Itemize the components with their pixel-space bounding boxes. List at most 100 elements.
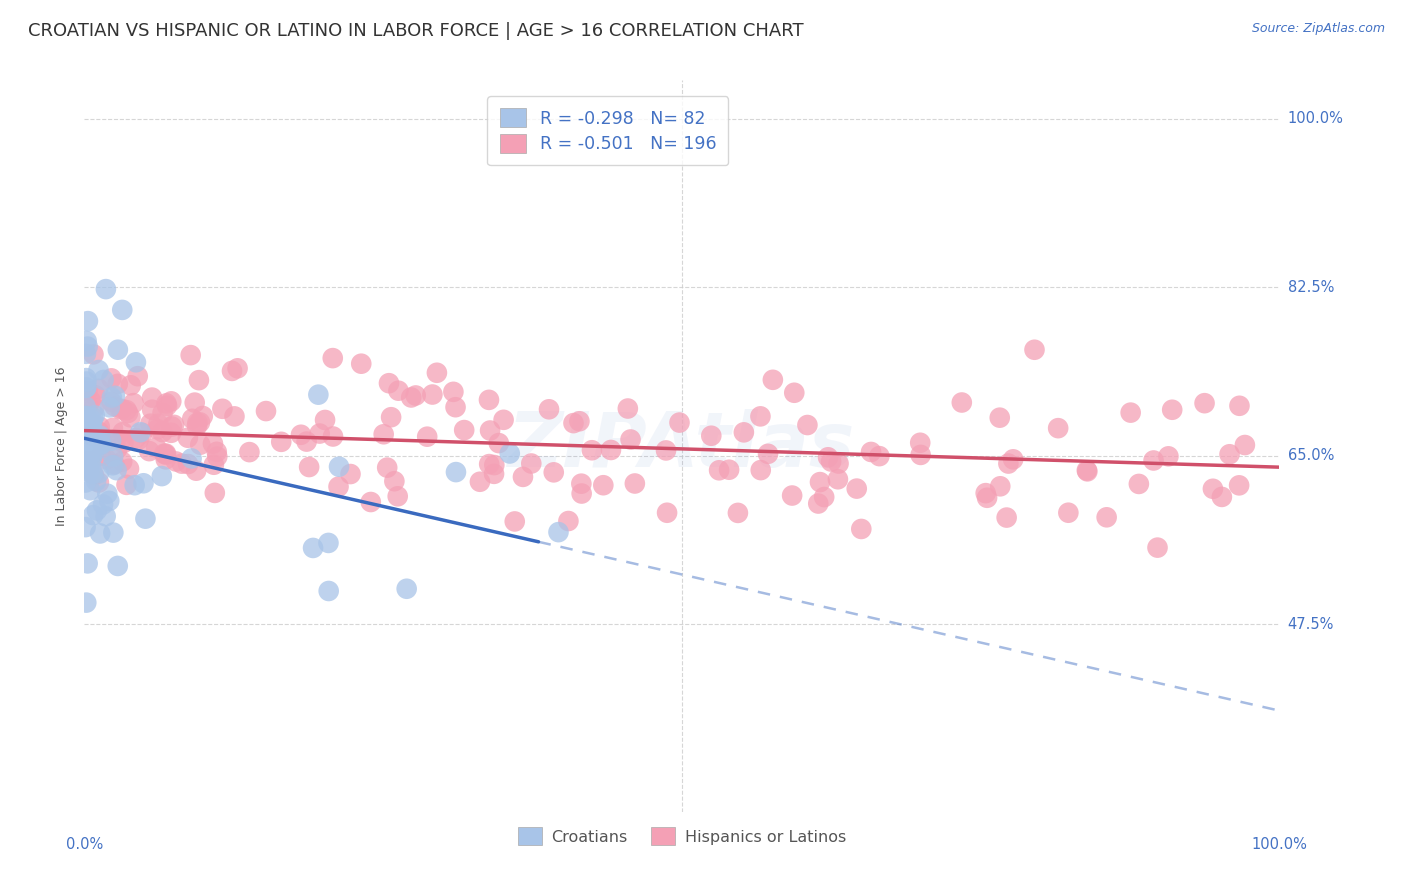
Point (75, 400, 97, 414)
Point (307, 387, 329, 401)
Point (478, 392, 501, 407)
Point (387, 489, 409, 503)
Point (976, 491, 998, 505)
Point (155, 448, 177, 462)
Point (163, 417, 186, 432)
Point (82, 445, 104, 459)
Point (170, 457, 193, 471)
Point (76, 454, 98, 468)
Point (80, 412, 103, 426)
Point (75, 453, 97, 467)
Point (75, 380, 97, 394)
Point (100, 434, 122, 448)
Point (134, 511, 156, 525)
Point (115, 478, 138, 492)
Point (488, 436, 510, 450)
Point (118, 462, 141, 476)
Point (101, 391, 124, 405)
Point (80, 417, 103, 431)
Point (405, 388, 427, 402)
Point (101, 450, 124, 464)
Point (600, 442, 623, 457)
Point (807, 496, 830, 510)
Point (181, 412, 204, 426)
Point (83, 409, 105, 423)
Point (111, 455, 134, 469)
Point (77, 314, 100, 328)
Point (75, 436, 97, 450)
Point (592, 478, 614, 492)
Point (478, 457, 501, 471)
Point (733, 425, 755, 440)
Point (302, 541, 325, 555)
Point (568, 414, 591, 428)
Point (479, 424, 502, 438)
Point (1057, 506, 1080, 520)
Point (84, 475, 107, 489)
Point (79, 393, 101, 408)
Point (780, 489, 803, 503)
Point (76, 413, 98, 427)
Point (87, 466, 110, 480)
Point (188, 415, 211, 429)
Point (87, 363, 110, 377)
Point (98, 494, 121, 508)
Point (75, 475, 97, 490)
Point (571, 486, 593, 500)
Point (139, 417, 162, 431)
Point (76, 557, 98, 571)
Y-axis label: In Labor Force | Age > 16: In Labor Force | Age > 16 (55, 367, 69, 525)
Point (75, 409, 97, 424)
Point (82, 467, 104, 481)
Point (422, 387, 444, 401)
Point (141, 391, 163, 405)
Point (186, 418, 208, 433)
Text: CROATIAN VS HISPANIC OR LATINO IN LABOR FORCE | AGE > 16 CORRELATION CHART: CROATIAN VS HISPANIC OR LATINO IN LABOR … (28, 22, 804, 40)
Text: Source: ZipAtlas.com: Source: ZipAtlas.com (1251, 22, 1385, 36)
Point (111, 302, 134, 317)
Point (77, 399, 100, 413)
Point (89, 428, 111, 442)
Point (186, 416, 208, 430)
Point (543, 466, 565, 480)
Point (75, 409, 97, 423)
Point (75, 411, 97, 425)
Point (82, 347, 104, 361)
Point (1146, 541, 1168, 555)
Text: 47.5%: 47.5% (1288, 616, 1334, 632)
Point (813, 490, 835, 504)
Point (537, 402, 560, 417)
Point (98, 401, 121, 415)
Point (562, 416, 585, 430)
Text: 0.0%: 0.0% (66, 837, 103, 852)
Point (1227, 478, 1250, 492)
Point (988, 410, 1011, 425)
Point (762, 373, 785, 387)
Point (290, 427, 312, 442)
Point (1161, 402, 1184, 417)
Point (547, 525, 569, 540)
Point (82, 508, 104, 522)
Point (82, 410, 104, 425)
Point (90, 449, 112, 463)
Point (373, 427, 395, 442)
Point (115, 403, 138, 417)
Point (101, 421, 124, 435)
Point (87, 382, 110, 396)
Point (187, 373, 209, 387)
Point (87, 475, 110, 490)
Point (82, 427, 104, 442)
Point (104, 389, 127, 403)
Point (1047, 421, 1070, 435)
Point (141, 402, 163, 417)
Point (468, 475, 491, 489)
Point (202, 458, 225, 472)
Point (845, 482, 868, 496)
Point (160, 425, 183, 440)
Point (399, 391, 422, 405)
Point (107, 376, 129, 391)
Point (80, 451, 103, 466)
Point (221, 364, 243, 378)
Point (80, 459, 103, 474)
Point (131, 425, 153, 440)
